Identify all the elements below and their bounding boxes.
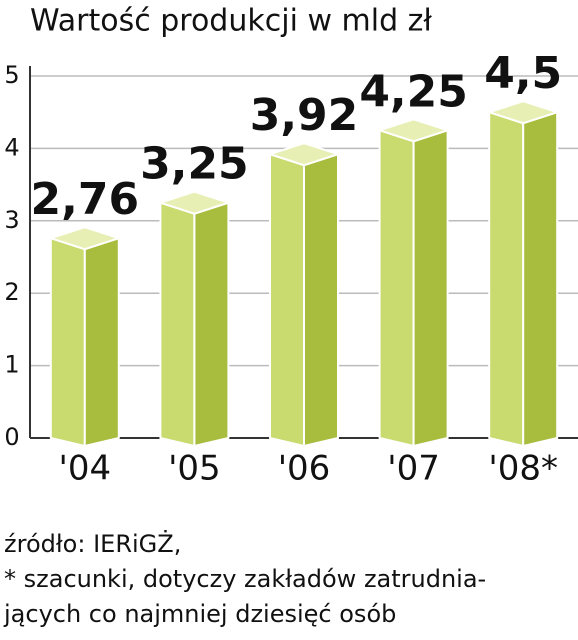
bar-front xyxy=(269,152,305,448)
bar-top xyxy=(376,118,451,143)
bar-side xyxy=(522,110,559,448)
bar-side xyxy=(303,152,339,448)
bar-front xyxy=(159,201,196,448)
y-tick-label: 3 xyxy=(4,206,19,234)
y-tick-label: 0 xyxy=(4,423,19,451)
bar-top xyxy=(47,226,123,251)
bar-side xyxy=(83,236,120,448)
y-tick-label: 1 xyxy=(4,351,19,379)
x-tick-label: '08* xyxy=(488,449,558,489)
value-label: 3,25 xyxy=(140,139,249,190)
bar-front xyxy=(488,110,525,448)
value-label: 4,5 xyxy=(484,48,562,99)
value-label: 3,92 xyxy=(250,90,359,141)
bar-side xyxy=(412,128,449,448)
note: * szacunki, dotyczy zakładów zatrudnia- xyxy=(4,565,486,593)
x-tick-label: '07 xyxy=(387,449,440,489)
chart-title: Wartość produkcji w mld zł xyxy=(30,4,432,39)
bar-front xyxy=(49,236,86,448)
x-tick-label: '06 xyxy=(278,449,331,489)
note: źródło: IERiGŻ, xyxy=(4,529,181,558)
bar-side xyxy=(193,201,230,448)
bar-top xyxy=(485,100,561,125)
bar-top xyxy=(157,190,232,215)
y-tick-label: 4 xyxy=(4,133,19,161)
value-label: 4,25 xyxy=(359,66,468,117)
x-tick-label: '04 xyxy=(58,449,111,489)
y-tick-label: 5 xyxy=(4,61,19,89)
bar-top xyxy=(266,142,342,167)
note: jących co najmniej dziesięć osób xyxy=(3,600,396,628)
bar-front xyxy=(378,128,415,448)
y-tick-label: 2 xyxy=(4,278,19,306)
x-tick-label: '05 xyxy=(168,449,221,489)
value-label: 2,76 xyxy=(31,174,140,225)
